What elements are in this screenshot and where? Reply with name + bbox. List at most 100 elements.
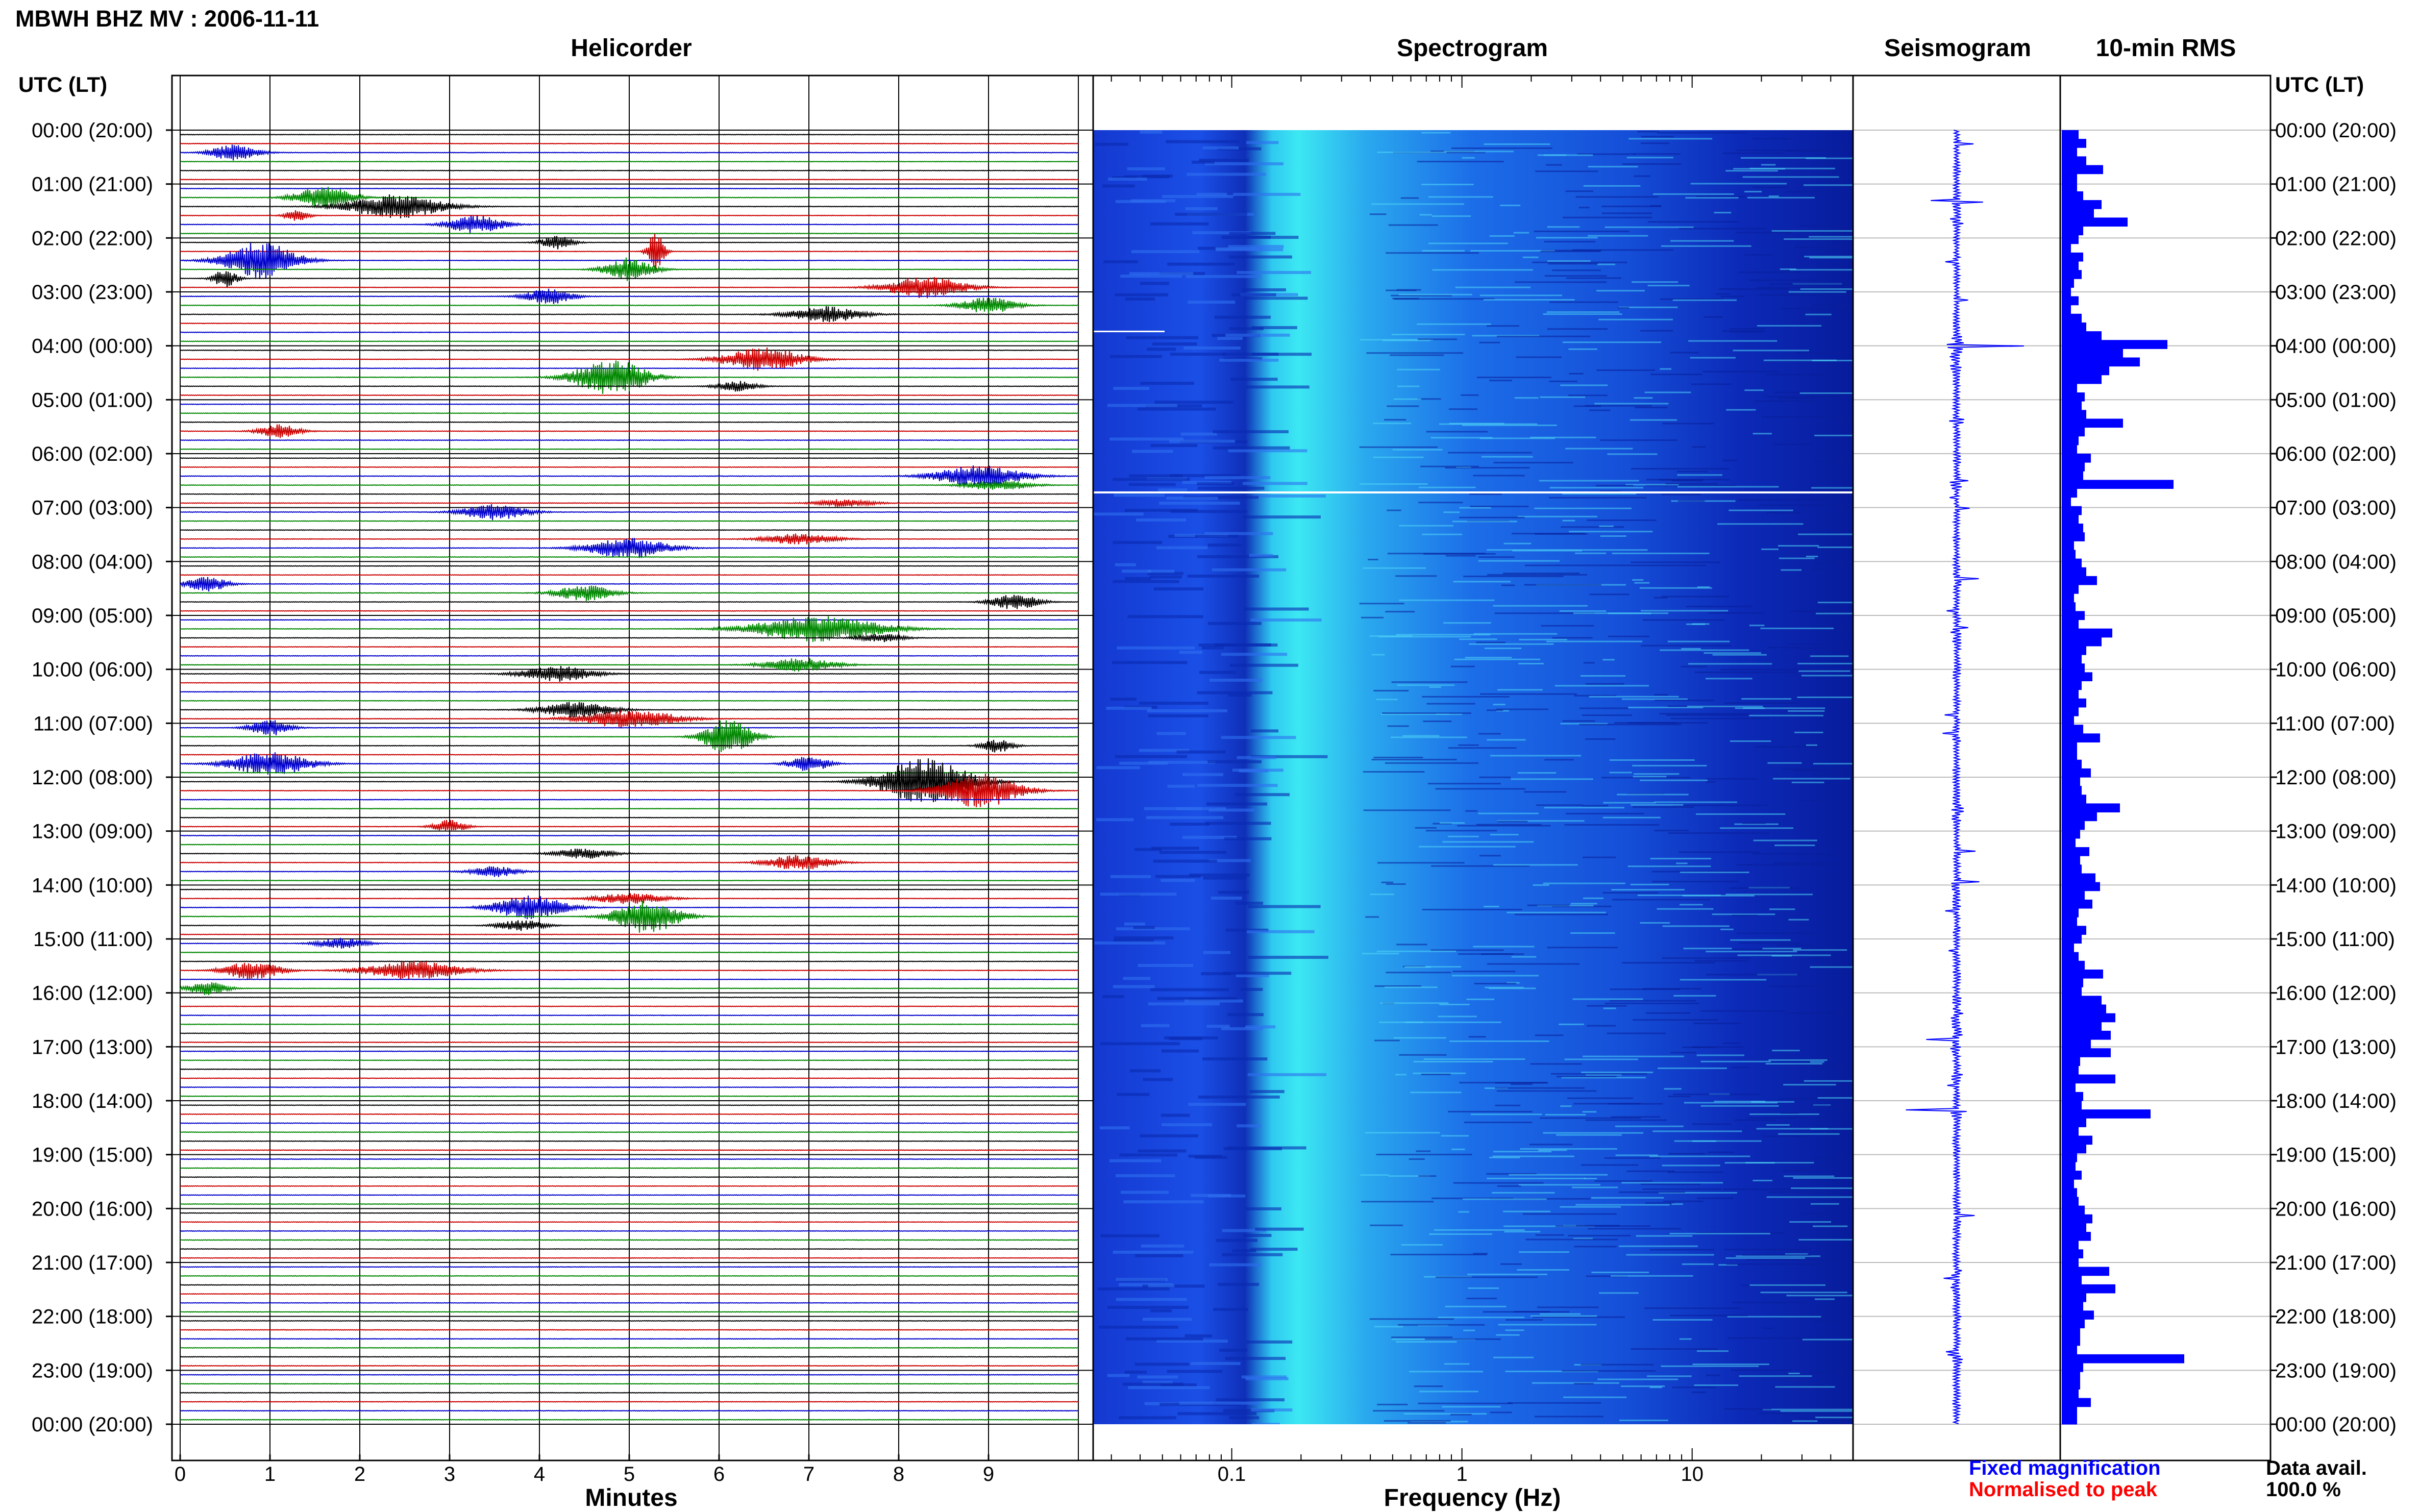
spectrogram-streak <box>1720 827 1794 829</box>
spectrogram-streak <box>1560 1105 1572 1107</box>
spectrogram-streak <box>1170 474 1241 477</box>
spectrogram-streak <box>1694 960 1748 962</box>
spectrogram-streak <box>1398 1324 1485 1326</box>
spectrogram-streak <box>1607 1032 1666 1034</box>
rms-bar <box>2062 1372 2080 1381</box>
spectrogram-streak <box>1230 378 1278 381</box>
spectrogram-streak <box>1687 705 1763 707</box>
spectrogram-streak <box>1515 913 1609 915</box>
spectrogram-streak <box>1470 505 1529 507</box>
rms-bar <box>2062 279 2074 288</box>
spectrogram-panel: 0.1 1 10 Frequency (Hz) <box>1092 75 1854 1511</box>
spectrogram-streak <box>1435 788 1526 790</box>
spectrogram-streak <box>1391 334 1465 336</box>
rms-bar <box>2062 1354 2184 1364</box>
spectrogram-streak <box>1441 1135 1469 1137</box>
spectrogram-streak <box>1585 405 1652 407</box>
spectrogram-streak <box>1581 1364 1654 1366</box>
spectrogram-streak <box>1768 1059 1828 1061</box>
spectrogram-streak <box>1106 706 1152 710</box>
spectrogram-streak <box>1229 255 1292 259</box>
rms-bar <box>2062 655 2082 664</box>
rms-bar <box>2062 383 2077 393</box>
spectrogram-streak <box>1778 1133 1840 1135</box>
spectrogram-streak <box>1615 1154 1658 1156</box>
spectrogram-streak <box>1654 694 1668 696</box>
spectrogram-streak <box>1739 942 1802 944</box>
spectrogram-streak <box>1369 635 1413 637</box>
spectrogram-streak <box>1749 625 1765 627</box>
spectrogram-streak <box>1530 436 1596 438</box>
spectrogram-streak <box>1246 1207 1281 1210</box>
spectrogram-streak <box>1671 1203 1683 1205</box>
spectrogram-streak <box>1151 847 1199 850</box>
spectrogram-streak <box>1612 552 1710 554</box>
spectrogram-streak <box>1465 810 1478 812</box>
spectrogram-streak <box>1383 339 1430 341</box>
rms-bar <box>2062 349 2123 358</box>
spectrogram-streak <box>1370 1224 1403 1226</box>
spectrogram-streak <box>1150 988 1229 992</box>
spectrogram-streak <box>1457 825 1551 827</box>
spectrogram-streak <box>1642 988 1701 990</box>
rms-bar <box>2062 497 2071 507</box>
spectrogram-streak <box>1583 1055 1684 1057</box>
spectrogram-streak <box>1420 465 1479 467</box>
rms-bar <box>2062 672 2092 682</box>
spectrogram-streak <box>1700 1010 1786 1012</box>
time-label-left: 22:00 (18:00) <box>32 1306 153 1328</box>
rms-bar <box>2062 1013 2115 1023</box>
rms-bar <box>2062 768 2091 778</box>
spectrogram-streak <box>1374 1039 1400 1042</box>
spectrogram-streak <box>1361 1201 1434 1203</box>
time-label-left: 09:00 (05:00) <box>32 605 153 627</box>
spectrogram-streak <box>1603 802 1656 804</box>
spectrogram-streak <box>1679 904 1703 906</box>
spectrogram-streak <box>1251 353 1312 356</box>
spectrogram-streak <box>1495 1087 1585 1089</box>
spectrogram-streak <box>1696 1054 1744 1056</box>
spectrogram-streak <box>1223 353 1279 356</box>
rms-bar <box>2062 1328 2080 1337</box>
spectrogram-streak <box>1535 1416 1603 1418</box>
spectrogram-streak <box>1727 1337 1811 1339</box>
rms-bar <box>2062 1109 2151 1119</box>
spectrogram-streak <box>1203 876 1247 880</box>
spectrogram-streak <box>1559 610 1607 612</box>
spectrogram-streak <box>1114 493 1165 497</box>
spectrogram-streak <box>1635 407 1668 409</box>
time-label-left: 12:00 (08:00) <box>32 766 153 789</box>
spectrogram-streak <box>1814 561 1853 563</box>
spectrogram-streak <box>1391 1336 1452 1339</box>
spectrogram-streak <box>1195 1156 1227 1159</box>
spectrogram-streak <box>1543 882 1625 884</box>
spectrogram-streak <box>1484 299 1575 301</box>
seismogram-title: Seismogram <box>1884 35 2031 62</box>
spectrogram-streak <box>1646 479 1731 481</box>
spectrogram-streak <box>1724 1408 1772 1410</box>
rms-bar <box>2062 340 2167 349</box>
spectrogram-streak <box>1657 1067 1727 1069</box>
spectrogram-streak <box>1418 502 1463 504</box>
spectrogram-streak <box>1799 392 1853 394</box>
spectrogram-streak <box>1540 1117 1641 1119</box>
spectrogram-streak <box>1490 755 1582 757</box>
spectrogram-streak <box>1379 1021 1423 1023</box>
legend-normalised-to-peak: Normalised to peak <box>1969 1478 2158 1501</box>
rms-bar <box>2062 698 2086 708</box>
spectrogram-streak <box>1110 875 1151 878</box>
helicorder-trace-line <box>180 499 1079 507</box>
spectrogram-streak <box>1527 904 1570 906</box>
helicorder-trace-line <box>180 820 1079 831</box>
spectrogram-streak <box>1497 689 1543 691</box>
rms-bar <box>2062 182 2077 192</box>
spectrogram-streak <box>1218 890 1249 894</box>
spectrogram-streak <box>1466 998 1495 1000</box>
helicorder-trace-line <box>180 720 1079 753</box>
helicorder-trace-line <box>180 1140 1079 1142</box>
spectrogram-streak <box>1673 995 1716 997</box>
spectrogram-streak <box>1793 770 1844 772</box>
spectrogram-streak <box>1187 172 1266 176</box>
spectrogram-streak <box>1668 1095 1691 1097</box>
spectrogram-streak <box>1505 1371 1598 1373</box>
